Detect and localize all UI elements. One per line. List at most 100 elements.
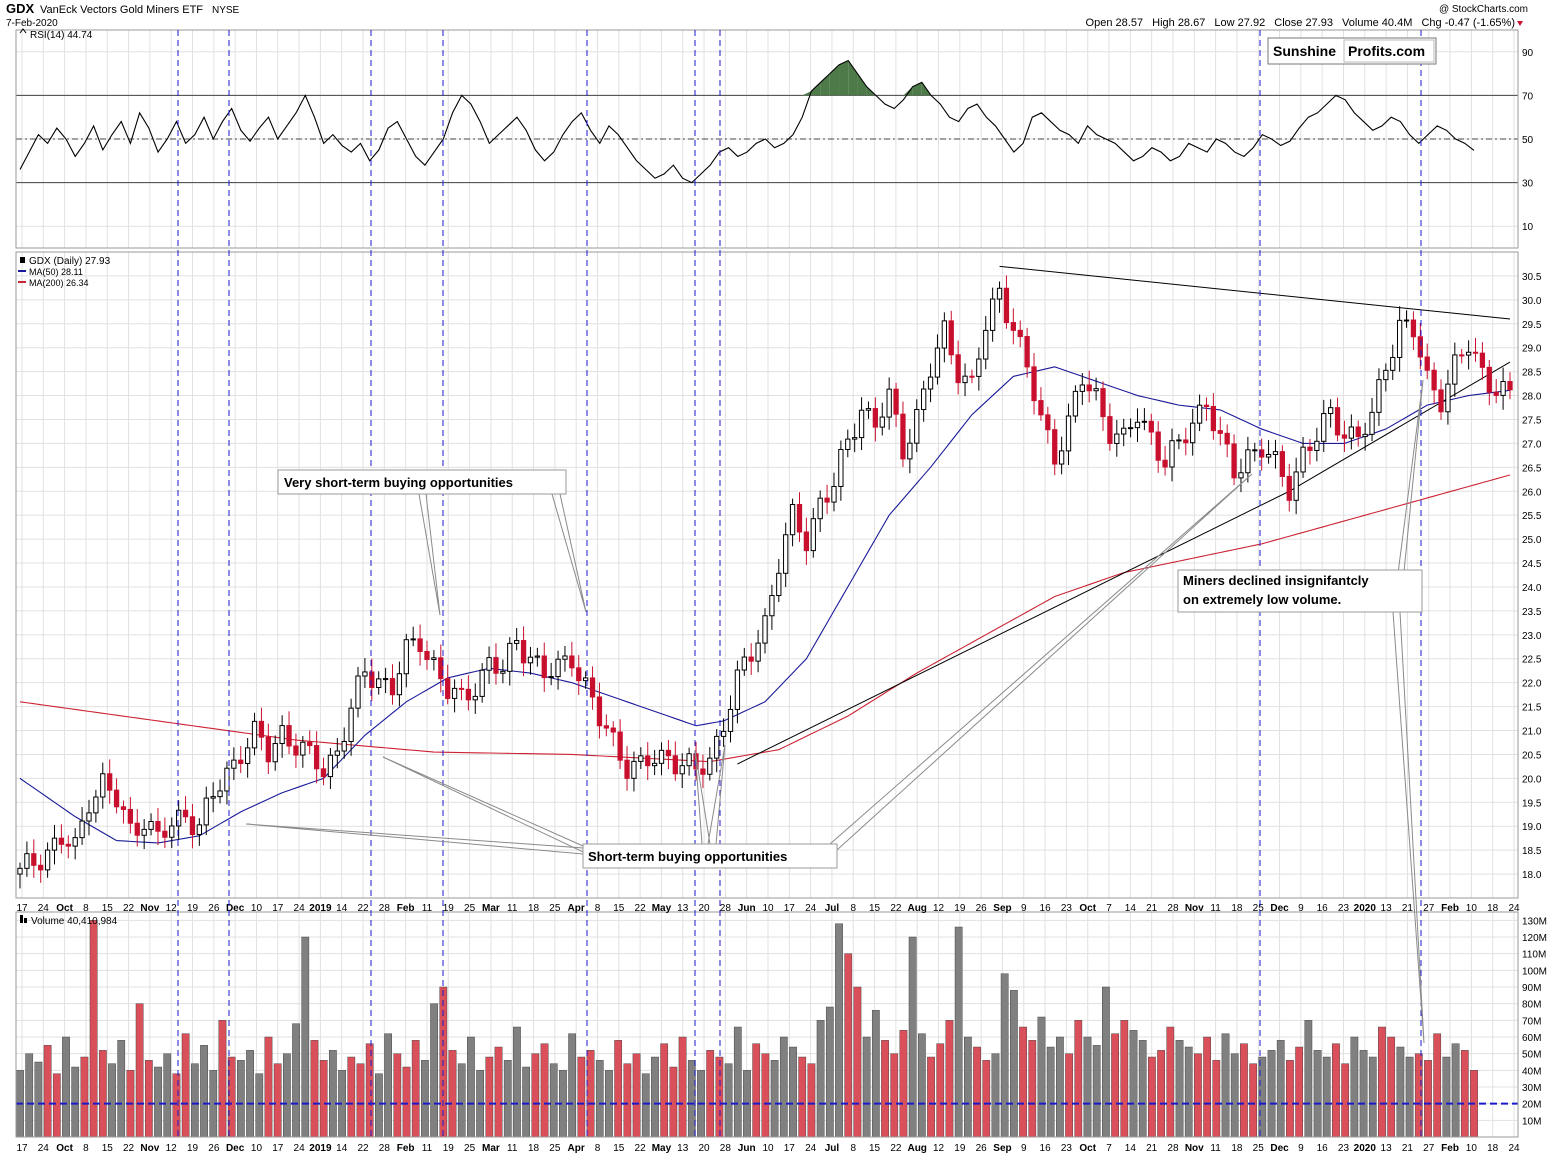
rsi-overbought-fill	[903, 86, 913, 96]
rsi-overbought-fill	[829, 64, 840, 96]
candle-body	[1369, 411, 1375, 435]
candle-body	[1052, 429, 1058, 465]
candle-body	[148, 820, 154, 830]
volume-bar	[1442, 1056, 1451, 1138]
x-tick-label: 26	[976, 1143, 988, 1154]
x-tick-label: Apr	[568, 1143, 585, 1154]
brand-part2: Profits.com	[1348, 43, 1425, 59]
candle-body	[1169, 440, 1175, 468]
candle-body	[1307, 446, 1313, 451]
candle-body	[300, 741, 306, 756]
x-tick-label: 24	[38, 1143, 50, 1154]
volume-bar	[651, 1056, 659, 1138]
x-tick-label: 24	[294, 903, 306, 914]
candle-body	[1459, 354, 1465, 357]
volume-bar	[733, 1026, 742, 1138]
x-tick-label: Mar	[482, 1143, 500, 1154]
candle-body	[1500, 381, 1506, 396]
candle-body	[548, 676, 554, 679]
x-tick-label: 20	[698, 1143, 710, 1154]
x-tick-label: 11	[1210, 903, 1221, 914]
rsi-tick-label: 10	[1522, 222, 1534, 233]
x-tick-label: 22	[890, 903, 902, 914]
volume-bar	[807, 1063, 816, 1138]
volume-bar	[1405, 1056, 1414, 1138]
x-tick-label: 23	[1061, 1143, 1073, 1154]
candle-body	[1376, 379, 1382, 413]
candle-body	[858, 409, 865, 439]
x-tick-label: 15	[613, 903, 625, 914]
price-tick-label: 24.0	[1522, 583, 1542, 594]
candle-body	[803, 531, 810, 552]
x-tick-label: 8	[595, 1143, 601, 1154]
volume-panel: 10M 20M 30M 40M 50M 60M 70M 80M 90M 100M 110M 120M 1…	[15, 911, 1547, 1138]
candle-body	[169, 825, 175, 838]
candle-body	[424, 650, 430, 660]
volume-bar	[540, 1043, 549, 1138]
x-tick-label: 21	[1146, 903, 1158, 914]
candle-body	[1410, 319, 1417, 338]
volume-label: Volume	[1342, 17, 1379, 29]
rsi-panel: 10 30 50 70 90	[15, 29, 1534, 249]
candle-body	[900, 413, 906, 460]
price-tick-label: 21.0	[1522, 727, 1542, 738]
candle-body	[741, 656, 747, 671]
price-legend: GDX (Daily) 27.93 MA(50) 28.11 MA(200) 2…	[18, 256, 111, 288]
volume-bar	[1028, 1040, 1037, 1138]
candle-body	[134, 822, 140, 836]
volume-bar	[319, 1060, 328, 1138]
callout-pointer	[829, 473, 1253, 851]
x-tick-label: 10	[251, 903, 263, 914]
volume-bar	[1157, 1050, 1165, 1138]
candle-body	[1038, 400, 1044, 416]
candle-body	[589, 677, 596, 698]
candle-body	[410, 638, 416, 641]
price-tick-label: 22.5	[1522, 655, 1542, 666]
x-tick-label: 15	[102, 1143, 114, 1154]
candle-body	[224, 767, 230, 792]
candle-body	[1293, 471, 1299, 501]
volume-bar	[1249, 1063, 1257, 1138]
x-tick-label: Nov	[1185, 903, 1204, 914]
candle-body	[369, 671, 375, 688]
x-tick-label: 25	[1253, 1143, 1265, 1154]
candle-body	[845, 438, 851, 450]
x-tick-label: 9	[1298, 1143, 1304, 1154]
volume-bar	[25, 1053, 34, 1138]
volume-bar	[715, 1056, 724, 1138]
candle-body	[389, 678, 396, 696]
volume-bar	[310, 1040, 319, 1138]
x-tick-label: 14	[336, 903, 348, 914]
candle-body	[1265, 453, 1272, 458]
price-tick-label: 30.0	[1522, 296, 1542, 307]
candle-body	[969, 375, 975, 378]
candle-body	[783, 534, 789, 574]
candle-body	[44, 849, 51, 871]
rsi-legend: RSI(14) 44.74	[19, 28, 93, 41]
candle-body	[120, 806, 127, 810]
x-tick-label: 2019	[309, 903, 332, 914]
candle-body	[1245, 449, 1251, 474]
x-tick-label: 13	[1381, 1143, 1393, 1154]
volume-bar	[881, 1040, 889, 1138]
candle-body	[796, 503, 803, 533]
security-name: VanEck Vectors Gold Miners ETF	[40, 4, 203, 16]
candle-body	[1031, 366, 1037, 402]
candle-body	[31, 853, 37, 866]
x-tick-label: 14	[1125, 903, 1137, 914]
x-tick-label: 10	[1466, 903, 1478, 914]
rsi-overbought-fill	[839, 60, 849, 96]
x-tick-label: 17	[16, 1143, 28, 1154]
x-tick-label: 23	[1338, 903, 1350, 914]
candle-body	[762, 615, 768, 644]
volume-bar	[301, 936, 310, 1138]
candle-body	[1134, 421, 1141, 429]
volume-bar	[669, 1066, 678, 1138]
volume-bar	[485, 1056, 494, 1138]
candle-body	[810, 518, 816, 552]
candle-body	[1272, 451, 1279, 455]
candle-body	[100, 773, 106, 798]
volume-bar	[1332, 1043, 1340, 1138]
volume-legend-text: Volume 40,410,984	[31, 916, 118, 927]
volume-bar	[71, 1066, 80, 1138]
